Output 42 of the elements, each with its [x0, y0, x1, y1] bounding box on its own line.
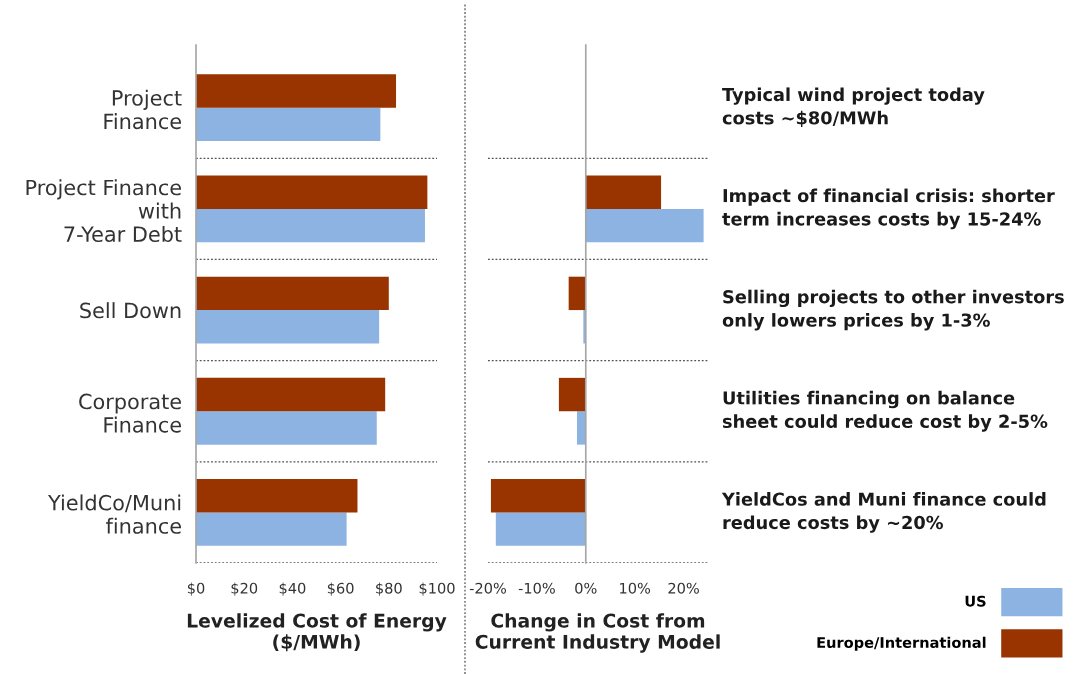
bar [196, 512, 347, 546]
bar [196, 175, 428, 209]
x-tick-label: $60 [327, 582, 354, 596]
x-tick-label: -20% [469, 582, 507, 594]
text: Impact of financial crisis: shorter term increases costs by 15-24% [722, 188, 1055, 230]
x-tick-label: $0 [187, 582, 205, 596]
bar [576, 411, 586, 445]
bar [196, 107, 381, 142]
x-tick-label: $20 [231, 582, 258, 596]
x-tick-label: $100 [419, 582, 455, 596]
y-tick-label: Project Finance [104, 89, 182, 130]
x-tick-label: 10% [620, 582, 651, 594]
x-tick-label: $80 [376, 582, 402, 596]
bar [196, 208, 425, 243]
bar [558, 377, 586, 412]
x-tick-label: 0% [575, 582, 597, 594]
y-tick-label: YieldCo/Muni finance [48, 494, 181, 534]
legend-label: US [965, 595, 986, 607]
bar [196, 411, 377, 445]
x-tick-label: -10% [518, 582, 555, 594]
x-axis-title: Change in Cost from Current Industry Model [475, 613, 720, 653]
x-axis-title: Levelized Cost of Energy ($/MWh) [187, 613, 447, 652]
text: YieldCos and Muni finance could reduce costs by ~20% [721, 492, 1046, 533]
bar [196, 310, 380, 344]
bar [196, 276, 389, 311]
bar [196, 479, 358, 513]
legend-label: Europe/International [817, 636, 986, 651]
bar [495, 512, 586, 546]
text: Typical wind project today costs ~$80/MWh [722, 87, 985, 127]
bar [490, 479, 586, 513]
bar [196, 377, 386, 412]
bar [585, 175, 662, 209]
x-tick-label: $40 [279, 582, 306, 596]
bar [196, 74, 397, 108]
bar [568, 276, 586, 311]
x-tick-label: 20% [668, 582, 699, 594]
y-tick-label: Project Finance with 7-Year Debt [26, 179, 182, 243]
text: Selling projects to other investors only lowers prices by 1-3% [722, 289, 1064, 331]
text: Utilities financing on balance sheet could reduce cost by 2-5% [722, 390, 1048, 432]
y-tick-label: Sell Down [80, 302, 181, 319]
y-tick-label: Corporate Finance [79, 393, 181, 433]
bar [585, 208, 704, 243]
